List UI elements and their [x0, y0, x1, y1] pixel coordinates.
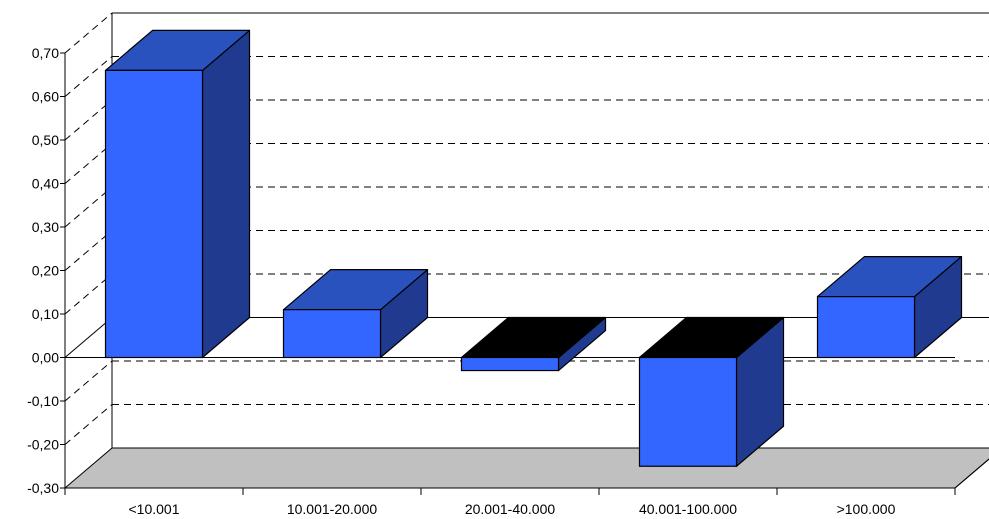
- bar: [282, 269, 429, 359]
- bar-front: [460, 356, 560, 372]
- bar-front: [638, 356, 738, 467]
- bar: [638, 316, 785, 467]
- x-tick-label: 20.001-40.000: [465, 501, 556, 517]
- gridline-side: [64, 230, 113, 271]
- x-tick-labels: <10.001 10.001-20.000 20.001-40.000 40.001-…: [129, 501, 896, 517]
- y-tick-label: 0,30: [32, 219, 59, 235]
- gridline-side: [64, 186, 113, 228]
- gridline-side: [64, 404, 113, 445]
- y-tick-label: -0,30: [27, 480, 59, 496]
- y-tick-label: -0,20: [27, 437, 59, 453]
- chart-floor: [63, 447, 989, 489]
- bar: [816, 256, 963, 359]
- y-tick-label: 0,40: [32, 176, 59, 192]
- x-tick-label: 10.001-20.000: [287, 501, 378, 517]
- gridline-side: [64, 273, 113, 315]
- bar-front: [816, 296, 916, 359]
- floor-plane: [63, 447, 989, 489]
- zero-line-side: [64, 317, 113, 358]
- y-tick-label: 0,50: [32, 132, 59, 148]
- y-tick-label: 0,60: [32, 89, 59, 105]
- x-tick-label: >100.000: [837, 501, 896, 517]
- y-tick-label: -0,10: [27, 393, 59, 409]
- y-tick-label: 0,00: [32, 350, 59, 366]
- gridline-side: [64, 360, 113, 402]
- y-tick-label: 0,70: [32, 45, 59, 61]
- gridline-side: [64, 143, 113, 184]
- bar-front: [104, 69, 204, 359]
- bar: [104, 29, 251, 359]
- bars: [104, 29, 963, 467]
- gridline-side: [64, 56, 113, 97]
- y-tick-label: 0,20: [32, 263, 59, 279]
- x-tick-label: <10.001: [129, 501, 180, 517]
- y-tick-labels: -0,30 -0,20 -0,10 0,00 0,10 0,20 0,30 0,40 0,50 0…: [27, 45, 59, 496]
- gridline-side: [64, 12, 113, 54]
- gridline-side: [64, 99, 113, 141]
- bar-front: [282, 309, 382, 359]
- x-tick-label: 40.001-100.000: [639, 501, 737, 517]
- y-tick-label: 0,10: [32, 306, 59, 322]
- bar: [460, 316, 607, 372]
- floor-right-edge: [954, 458, 989, 489]
- bar-side: [201, 29, 251, 359]
